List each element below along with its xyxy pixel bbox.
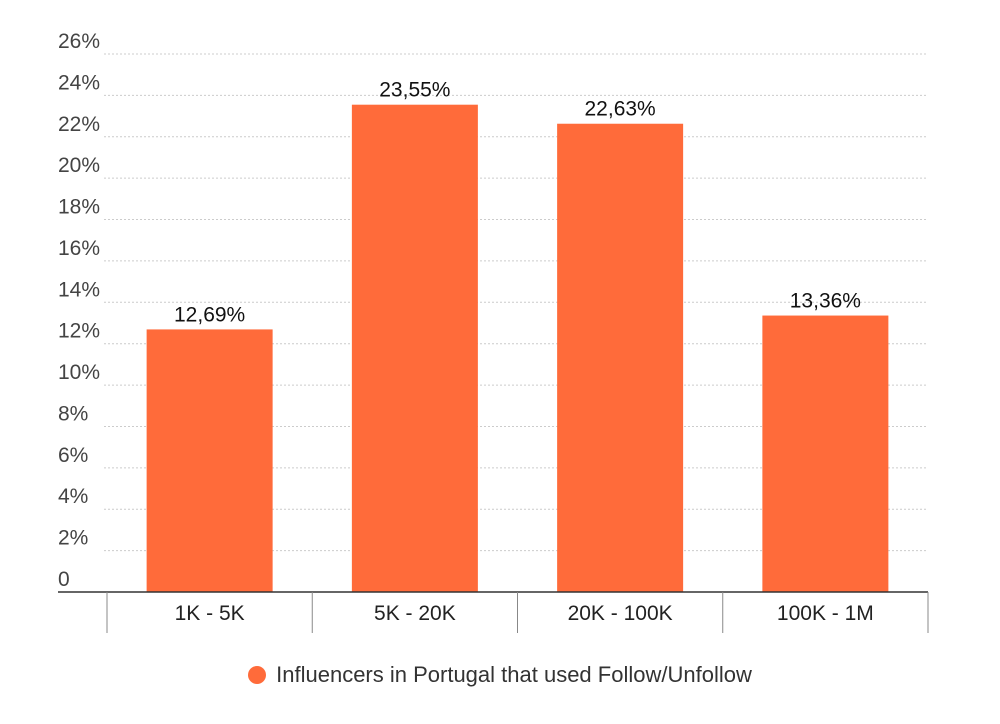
y-tick-label: 26% [58, 30, 100, 53]
legend: Influencers in Portugal that used Follow… [0, 662, 1000, 688]
y-tick-label: 16% [58, 237, 100, 260]
data-label: 23,55% [379, 79, 450, 102]
y-axis-ticks: 0 2% 4% 6% 8% 10% 12% 14% 16% 18% 20% 22% 24% 26% [58, 30, 100, 591]
y-tick-label: 6% [58, 444, 88, 467]
y-tick-label: 18% [58, 196, 100, 219]
y-tick-label: 12% [58, 320, 100, 343]
x-tick-label: 1K - 5K [175, 602, 245, 625]
y-tick-label: 14% [58, 278, 100, 301]
y-tick-label: 10% [58, 361, 100, 384]
y-tick-label: 0 [58, 568, 70, 591]
data-label: 22,63% [585, 98, 656, 121]
bar [146, 329, 273, 592]
bar [557, 123, 684, 592]
data-label: 12,69% [174, 303, 245, 326]
data-label: 13,36% [790, 290, 861, 313]
x-tick-label: 5K - 20K [374, 602, 456, 625]
x-tick-label: 20K - 100K [568, 602, 673, 625]
y-tick-label: 22% [58, 113, 100, 136]
y-tick-label: 8% [58, 402, 88, 425]
legend-label: Influencers in Portugal that used Follow… [276, 662, 752, 687]
bars [146, 104, 889, 592]
y-tick-label: 20% [58, 154, 100, 177]
x-tick-label: 100K - 1M [777, 602, 874, 625]
y-tick-label: 4% [58, 485, 88, 508]
bar [762, 315, 889, 592]
bar [351, 104, 478, 592]
y-tick-label: 24% [58, 71, 100, 94]
y-tick-label: 2% [58, 527, 88, 550]
data-labels: 12,69% 23,55% 22,63% 13,36% [174, 79, 861, 327]
legend-swatch-icon [248, 666, 267, 684]
x-axis: 1K - 5K 5K - 20K 20K - 100K 100K - 1M [58, 591, 929, 633]
